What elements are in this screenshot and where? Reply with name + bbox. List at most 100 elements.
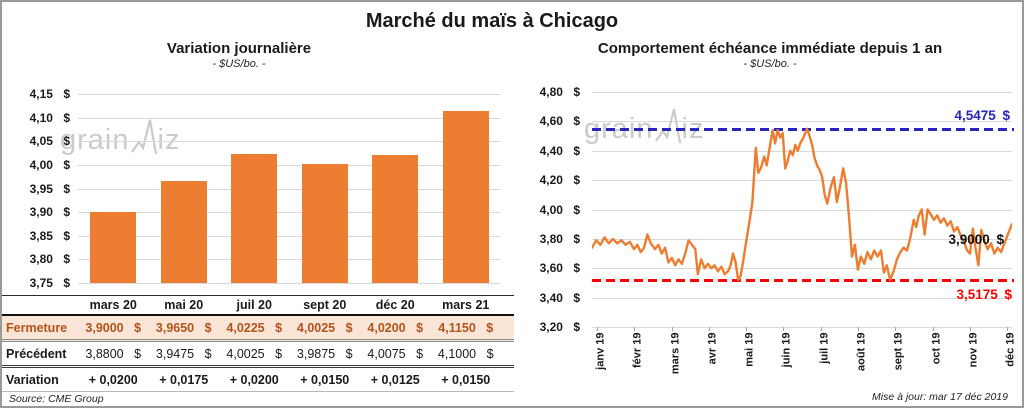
table-cell-fermeture: 4,0200 $ [360, 316, 431, 342]
x-axis-tick-label: janv 19 [594, 332, 607, 370]
resistance-dashed-line [592, 127, 1014, 131]
line-chart-subtitle: - $US/bo. - [743, 58, 797, 70]
gridline [592, 297, 1012, 299]
table-col-header: juil 20 [219, 295, 290, 316]
bar-déc-20 [372, 155, 419, 283]
table-cell-variation: + 0,0125 [360, 368, 431, 392]
y-axis-tick-label: 4,00 $ [539, 202, 580, 217]
watermark-spike-icon [654, 108, 681, 144]
x-axis-tick-label: mars 19 [669, 332, 681, 375]
x-axis-tick [820, 327, 822, 331]
table-cell-variation: + 0,0175 [148, 368, 219, 392]
x-axis-tick-label: nov 19 [967, 332, 980, 368]
y-axis-tick-label: 4,20 $ [539, 173, 580, 188]
x-axis-tick-label: juil 19 [818, 332, 831, 364]
line-chart-header: Comportement échéance immédiate depuis 1… [514, 40, 1022, 70]
table-col-header: déc 20 [360, 295, 431, 316]
y-axis-tick-label: 3,40 $ [539, 290, 580, 305]
row-label-precedent: Précédent [2, 342, 78, 368]
table-cell-fermeture: 4,0025 $ [289, 316, 360, 342]
table-cell-precedent: 3,8800 $ [78, 342, 149, 368]
watermark-text-grain: grain [60, 123, 130, 156]
bar-chart-plot-area: grain iz [60, 94, 501, 284]
table-cell-variation: + 0,0150 [289, 368, 360, 392]
gridline [78, 235, 501, 237]
x-axis-tick [597, 327, 598, 331]
x-axis-tick [1007, 327, 1008, 331]
table-filler-cell [501, 342, 514, 368]
gridline [592, 92, 1012, 93]
row-label-variation: Variation [2, 368, 78, 392]
x-axis-tick [746, 327, 748, 331]
y-axis-tick-label: 4,40 $ [539, 143, 580, 158]
x-axis-tick [895, 327, 897, 331]
bar-chart-header: Variation journalière - $US/bo. - [2, 40, 476, 70]
bar-mai-20 [160, 181, 207, 283]
y-axis-tick-label: 3,95 $ [29, 181, 70, 196]
gridline [592, 150, 1012, 152]
last-price-label: 3,9000 $ [948, 232, 1004, 248]
table-cell-variation: + 0,0200 [219, 368, 290, 392]
price-table: mars 20 mai 20 juil 20 sept 20 déc 20 mars 21… [2, 295, 514, 392]
y-axis-tick-label: 3,85 $ [29, 228, 70, 243]
y-axis-tick-label: 4,10 $ [29, 110, 70, 125]
bar-chart-title: Variation journalière [166, 40, 312, 57]
y-axis-tick-label: 3,60 $ [539, 261, 580, 276]
x-axis-tick [783, 327, 785, 331]
line-chart-title: Comportement échéance immédiate depuis 1… [597, 40, 943, 57]
gridline [592, 209, 1012, 211]
x-axis-tick-label: avr 19 [706, 332, 719, 365]
watermark-spike-icon [130, 119, 157, 155]
x-axis-tick-label: févr 19 [631, 332, 644, 368]
y-axis-tick-label: 4,60 $ [539, 114, 580, 129]
resistance-price-label: 4,5475 $ [954, 108, 1010, 124]
table-cell-fermeture: 3,9650 $ [148, 316, 219, 342]
table-cell-variation: + 0,0200 [78, 368, 149, 392]
bar-juil-20 [231, 154, 278, 283]
x-axis-tick-label: mai 19 [743, 332, 756, 367]
x-axis-tick-label: déc 19 [1004, 332, 1017, 367]
bar-mars-20 [90, 212, 137, 283]
grainwiz-watermark: grain iz [60, 116, 180, 164]
table-cell-fermeture: 3,9000 $ [78, 316, 149, 342]
gridline [78, 141, 501, 143]
gridline [592, 268, 1012, 270]
support-price-label: 3,5175 $ [956, 287, 1012, 303]
x-axis-tick [969, 327, 971, 331]
gridline [78, 188, 501, 190]
gridline [78, 212, 501, 214]
y-axis-tick-label: 4,15 $ [29, 87, 70, 101]
watermark-text-iz: iz [157, 123, 181, 156]
table-filler-cell [501, 295, 514, 316]
x-axis-tick-label: juin 19 [780, 332, 793, 368]
y-axis-tick-label: 4,05 $ [29, 134, 70, 149]
gridline [78, 164, 501, 166]
table-col-header: mars 20 [78, 295, 149, 316]
page-title: Marché du maïs à Chicago [365, 10, 619, 32]
gridline [592, 327, 1012, 328]
table-filler-cell [501, 316, 514, 342]
y-axis-tick-label: 3,90 $ [29, 205, 70, 220]
bar-mars-21 [442, 110, 489, 283]
table-col-header: mai 20 [148, 295, 219, 316]
y-axis-tick-label: 3,80 $ [29, 252, 70, 267]
table-cell-precedent: 4,1000 $ [430, 342, 501, 368]
x-axis-tick-label: oct 19 [930, 332, 942, 365]
gridline [78, 283, 501, 284]
updated-note: Mise à jour: mar 17 déc 2019 [872, 391, 1008, 403]
table-cell-precedent: 4,0075 $ [360, 342, 431, 368]
gridline [592, 121, 1012, 123]
gridline [592, 238, 1012, 240]
x-axis-tick [671, 327, 673, 331]
y-axis-tick-label: 3,75 $ [29, 276, 70, 290]
gridline [78, 94, 501, 95]
support-dashed-line [592, 278, 1014, 282]
table-col-header: sept 20 [289, 295, 360, 316]
gridline [78, 259, 501, 261]
table-cell-variation: + 0,0150 [430, 368, 501, 392]
table-cell-precedent: 4,0025 $ [219, 342, 290, 368]
x-axis-tick-label: sept 19 [892, 332, 905, 371]
x-axis-tick-label: août 19 [855, 332, 868, 372]
y-axis-tick-label: 3,20 $ [539, 320, 580, 334]
